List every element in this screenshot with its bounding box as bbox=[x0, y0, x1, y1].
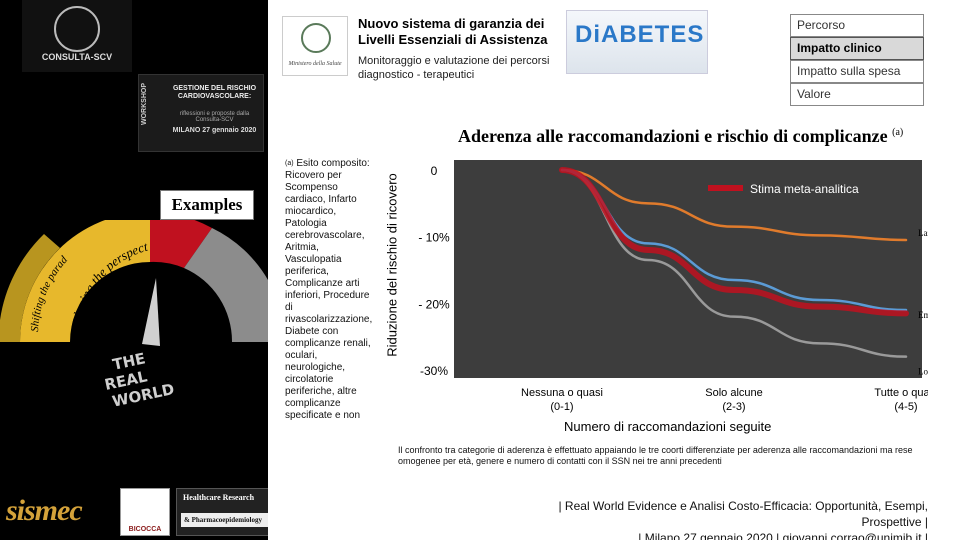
y-axis-label-box: Riduzione del rischio di ricovero bbox=[380, 160, 404, 370]
left-panel: CONSULTA-SCV WORKSHOP GESTIONE DEL RISCH… bbox=[0, 0, 268, 540]
header-subtitle: Monitoraggio e valutazione dei percorsi … bbox=[358, 55, 550, 81]
y-tick-label: - 10% bbox=[418, 231, 450, 245]
gauge-grey-segment bbox=[184, 228, 268, 342]
series-label: Emilia Romagna bbox=[918, 310, 928, 320]
emblem-caption-icon: Ministero della Salute bbox=[288, 61, 342, 67]
gauge-red-segment bbox=[150, 220, 212, 268]
x-tick-label: Tutte o quasi(4-5) bbox=[874, 387, 928, 413]
series-line-lazio bbox=[560, 168, 908, 242]
real-world-stamp-icon: THE REAL WORLD bbox=[103, 349, 176, 406]
workshop-subtitle: riflessioni e proposte dalla Consulta-SC… bbox=[179, 111, 250, 123]
x-tick-label: Nessuna o quasi (0-1) bbox=[521, 387, 603, 413]
y-tick-label: -30% bbox=[420, 364, 448, 378]
y-tick-label: - 20% bbox=[418, 297, 450, 311]
series-label: Lombardia bbox=[918, 367, 928, 377]
diabetes-logo-text: DiABETES bbox=[575, 21, 705, 48]
chart-title-mark: (a) bbox=[892, 127, 904, 138]
consulta-logo-text: CONSULTA-SCV bbox=[41, 52, 113, 62]
series-label: Lazio bbox=[918, 228, 928, 238]
italian-republic-emblem-icon: Ministero della Salute bbox=[282, 16, 348, 76]
consulta-emblem-icon bbox=[54, 6, 100, 52]
gauge-needle-icon bbox=[142, 278, 160, 346]
footer: | Real World Evidence e Analisi Costo-Ef… bbox=[498, 498, 928, 540]
footer-line-1: | Real World Evidence e Analisi Costo-Ef… bbox=[558, 499, 928, 529]
series-line-stima-meta-analitica bbox=[559, 167, 909, 317]
menu-item-percorso[interactable]: Percorso bbox=[790, 14, 924, 37]
menu-item-impatto-clinico[interactable]: Impatto clinico bbox=[790, 37, 924, 60]
workshop-poster: WORKSHOP GESTIONE DEL RISCHIO CARDIOVASC… bbox=[138, 74, 264, 152]
gauge-outer-segment bbox=[0, 234, 60, 342]
chart-title: Aderenza alle raccomandazioni e rischio … bbox=[458, 126, 903, 147]
footnote: (a) Esito composito: Ricovero per Scompe… bbox=[285, 158, 377, 422]
section-menu: Percorso Impatto clinico Impatto sulla s… bbox=[790, 14, 924, 106]
gauge-yellow-segment bbox=[20, 220, 150, 342]
chart-title-text: Aderenza alle raccomandazioni e rischio … bbox=[458, 126, 888, 146]
menu-item-impatto-spesa[interactable]: Impatto sulla spesa bbox=[790, 60, 924, 83]
y-axis-label: Riduzione del rischio di ricovero bbox=[384, 173, 400, 357]
series-line-lombardia bbox=[560, 168, 908, 358]
hcr-logo: Healthcare Research & Pharmacoepidemiolo… bbox=[176, 488, 268, 536]
y-tick-label: 0 bbox=[431, 164, 438, 178]
workshop-title: GESTIONE DEL RISCHIO CARDIOVASCOLARE: bbox=[172, 85, 257, 100]
legend-label: Stima meta-analitica bbox=[750, 182, 859, 196]
workshop-date: MILANO 27 gennaio 2020 bbox=[172, 127, 257, 134]
footer-line-2: | Milano 27 gennaio 2020 | giovanni.corr… bbox=[638, 531, 928, 540]
examples-label: Examples bbox=[160, 190, 254, 220]
x-axis-label: Numero di raccomandazioni seguite bbox=[564, 419, 772, 434]
sismec-logo: sismec bbox=[6, 494, 83, 527]
hcr-logo-line1: Healthcare Research bbox=[183, 493, 255, 502]
footnote-text: Esito composito: Ricovero per Scompenso … bbox=[285, 158, 373, 421]
risk-reduction-chart: 0 - 10% - 20% -30% Nessuna o quasi (0-1) Solo … bbox=[418, 160, 928, 413]
bicocca-logo-text: BICOCCA bbox=[128, 526, 162, 533]
diabetes-image: DiABETES bbox=[566, 10, 708, 74]
chart-caption: Il confronto tra categorie di aderenza è… bbox=[398, 445, 913, 466]
hcr-logo-line2: & Pharmacoepidemiology bbox=[181, 513, 268, 527]
header-title: Nuovo sistema di garanzia dei Livelli Es… bbox=[358, 16, 548, 47]
menu-item-valore[interactable]: Valore bbox=[790, 83, 924, 106]
x-tick-label: Solo alcune (2-3) bbox=[705, 387, 763, 413]
paradigm-gauge: Widening the perspectives Shifting the p… bbox=[0, 220, 268, 346]
footnote-mark: (a) bbox=[285, 160, 294, 167]
emblem-star-icon bbox=[301, 23, 331, 53]
consulta-logo: CONSULTA-SCV bbox=[22, 0, 132, 72]
bicocca-logo: BICOCCA bbox=[120, 488, 170, 536]
workshop-side-label: WORKSHOP bbox=[141, 83, 148, 125]
